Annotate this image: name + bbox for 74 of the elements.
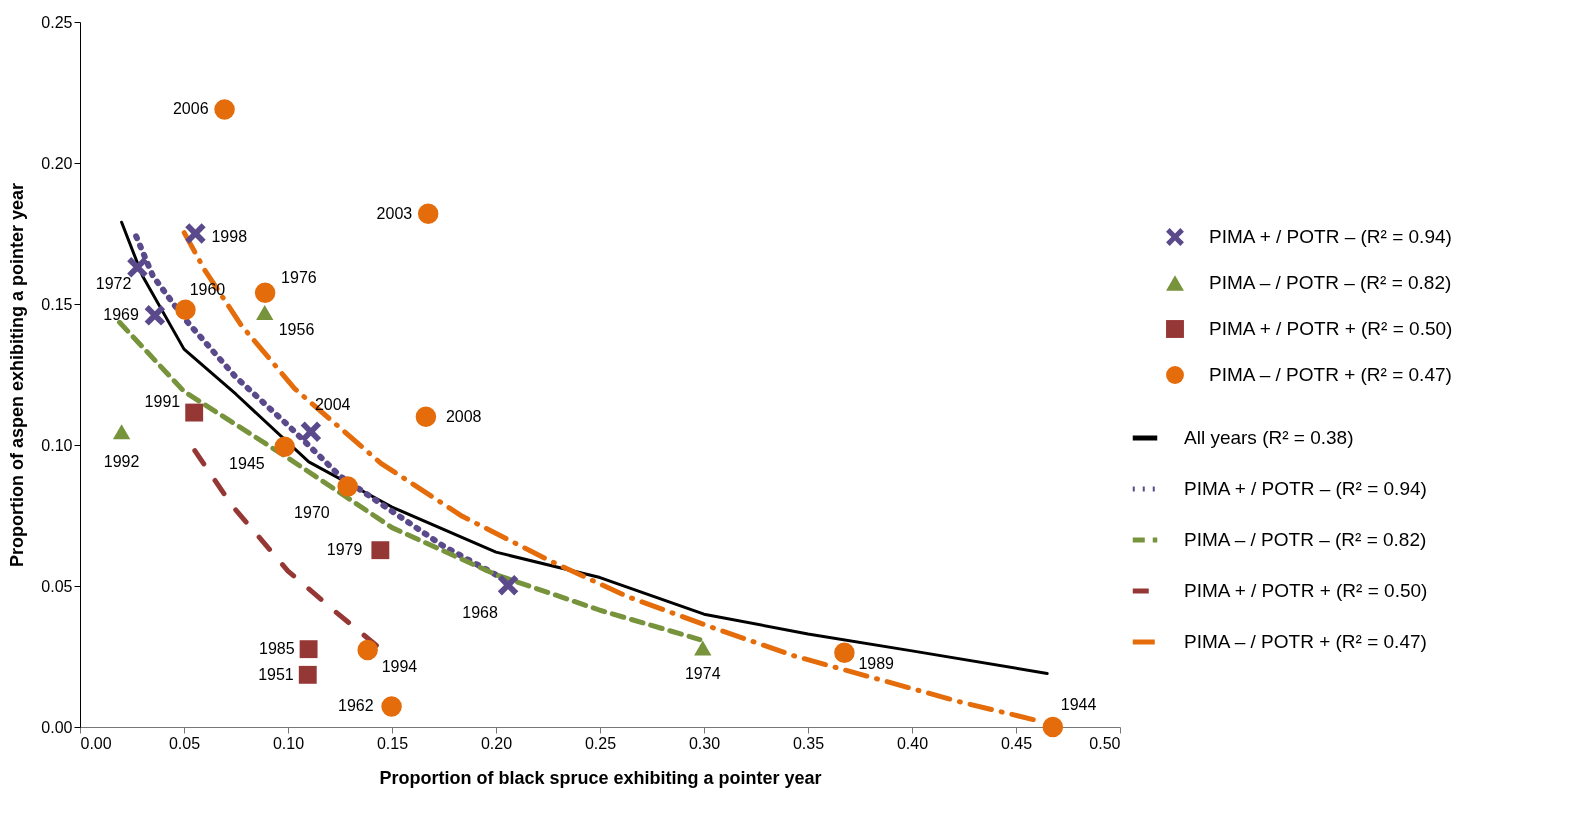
annotation: 1979 (326, 541, 363, 559)
legend-label: PIMA – / POTR – (R² = 0.82) (1184, 529, 1427, 550)
annotation: 1974 (684, 665, 721, 683)
annotation: 1956 (278, 321, 315, 339)
x-tick-label: 0.20 (480, 734, 513, 752)
legend-label: PIMA + / POTR + (R² = 0.50) (1209, 318, 1453, 339)
x-tick-label: 0.05 (168, 734, 201, 752)
point (112, 424, 131, 440)
annotation: 2008 (445, 407, 482, 425)
point (1042, 716, 1064, 738)
legend-label: PIMA – / POTR + (R² = 0.47) (1184, 631, 1427, 652)
point (256, 304, 274, 320)
point (175, 299, 196, 320)
x-tick-label: 0.25 (584, 734, 617, 752)
annotation: 2006 (172, 100, 209, 118)
y-tick-label: 0.15 (41, 295, 73, 313)
y-tick-label: 0.20 (41, 154, 73, 172)
x-tick-label: 0.00 (80, 734, 112, 752)
x-tick-label: 0.50 (1089, 734, 1121, 752)
x-tick-label: 0.40 (896, 734, 929, 752)
point (417, 203, 439, 224)
point (274, 436, 295, 457)
point (300, 421, 322, 442)
legend-label: PIMA – / POTR + (R² = 0.47) (1209, 364, 1452, 385)
annotation: 1962 (337, 697, 374, 715)
annotation: 2004 (314, 395, 351, 413)
annotation: 1972 (95, 275, 132, 293)
point (299, 640, 318, 659)
annotation: 1945 (229, 454, 265, 472)
point (497, 574, 519, 596)
legend-label: PIMA + / POTR + (R² = 0.50) (1184, 580, 1428, 601)
point (834, 642, 855, 664)
x-tick-label: 0.45 (1000, 734, 1033, 752)
point (381, 696, 402, 717)
annotation: 1951 (258, 665, 294, 683)
annotation: 2003 (376, 204, 413, 222)
annotation: 1991 (144, 392, 181, 410)
annotation: 1970 (294, 504, 330, 522)
annotation: 1968 (462, 604, 498, 622)
annotation: 1994 (381, 658, 418, 676)
annotation: 1944 (1060, 696, 1097, 713)
legend-label: PIMA + / POTR – (R² = 0.94) (1209, 226, 1452, 247)
y-tick-label: 0.05 (41, 577, 73, 595)
annotation: 1976 (281, 268, 317, 286)
point (185, 403, 204, 422)
point (415, 406, 437, 428)
x-tick-label: 0.30 (688, 734, 721, 752)
point (144, 305, 166, 326)
x-tick-label: 0.10 (272, 734, 305, 752)
point (371, 541, 390, 560)
y-tick-label: 0.00 (41, 718, 73, 736)
x-axis-title: Proportion of black spruce exhibiting a pointer year (379, 767, 822, 788)
annotation: 1985 (259, 640, 295, 658)
y-axis-title: Proportion of aspen exhibiting a pointer year (7, 182, 28, 568)
legend-label: PIMA + / POTR – (R² = 0.94) (1184, 478, 1427, 499)
annotation: 1998 (211, 227, 248, 245)
legend-label: PIMA – / POTR – (R² = 0.82) (1209, 272, 1452, 293)
point (337, 476, 358, 497)
point (214, 99, 235, 120)
point (254, 282, 276, 303)
x-tick-label: 0.35 (792, 734, 825, 752)
point (357, 639, 378, 661)
annotation: 1960 (189, 280, 226, 298)
point (185, 223, 206, 244)
x-tick-label: 0.15 (376, 734, 409, 752)
point (694, 640, 712, 656)
annotation: 1989 (858, 654, 895, 672)
legend-label: All years (R² = 0.38) (1184, 427, 1354, 448)
y-tick-label: 0.10 (41, 436, 73, 454)
annotation: 1969 (103, 306, 139, 324)
annotation: 1992 (103, 452, 140, 470)
point (298, 665, 317, 684)
y-tick-label: 0.25 (41, 13, 73, 31)
point (127, 257, 148, 278)
